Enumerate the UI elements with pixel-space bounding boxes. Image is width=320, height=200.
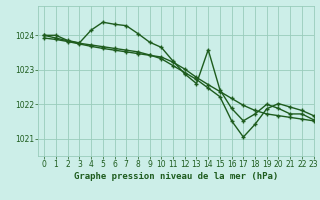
X-axis label: Graphe pression niveau de la mer (hPa): Graphe pression niveau de la mer (hPa) [74,172,278,181]
